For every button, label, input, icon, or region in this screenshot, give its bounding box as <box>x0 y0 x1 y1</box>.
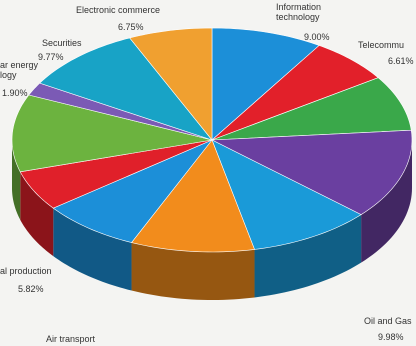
slice <box>52 139 213 243</box>
slice <box>19 139 213 209</box>
slice-side <box>53 208 132 291</box>
slice-side <box>254 214 362 298</box>
slice-label: Securities <box>42 38 82 48</box>
slice <box>211 45 379 141</box>
slice <box>11 94 213 173</box>
value-label: 5.82% <box>18 284 44 294</box>
value-label: 9.00% <box>304 32 330 42</box>
slice-label: Information technology <box>276 2 322 22</box>
value-label: 1.90% <box>2 88 28 98</box>
slice <box>129 27 213 141</box>
slice <box>211 77 412 141</box>
slice-side <box>361 140 412 263</box>
slice-label: Oil and Gas <box>364 316 412 326</box>
slice-label: Air transport <box>46 334 96 344</box>
slice-label: al production <box>0 266 52 276</box>
slice <box>211 27 320 141</box>
value-label: 6.61% <box>388 56 414 66</box>
value-label: 9.98% <box>378 332 404 342</box>
slice-label: ar energy logy <box>0 60 39 80</box>
slice-side <box>20 171 54 257</box>
slice <box>28 82 213 141</box>
slice <box>210 129 413 215</box>
value-label: 9.77% <box>38 52 64 62</box>
slice <box>211 139 362 250</box>
slice <box>131 139 255 253</box>
slice-label: Electronic commerce <box>76 5 161 15</box>
slice <box>39 37 213 141</box>
slice-side <box>131 242 255 300</box>
slice-label: Telecommu <box>358 40 405 50</box>
value-label: 6.75% <box>118 22 144 32</box>
slice-side <box>12 140 21 220</box>
